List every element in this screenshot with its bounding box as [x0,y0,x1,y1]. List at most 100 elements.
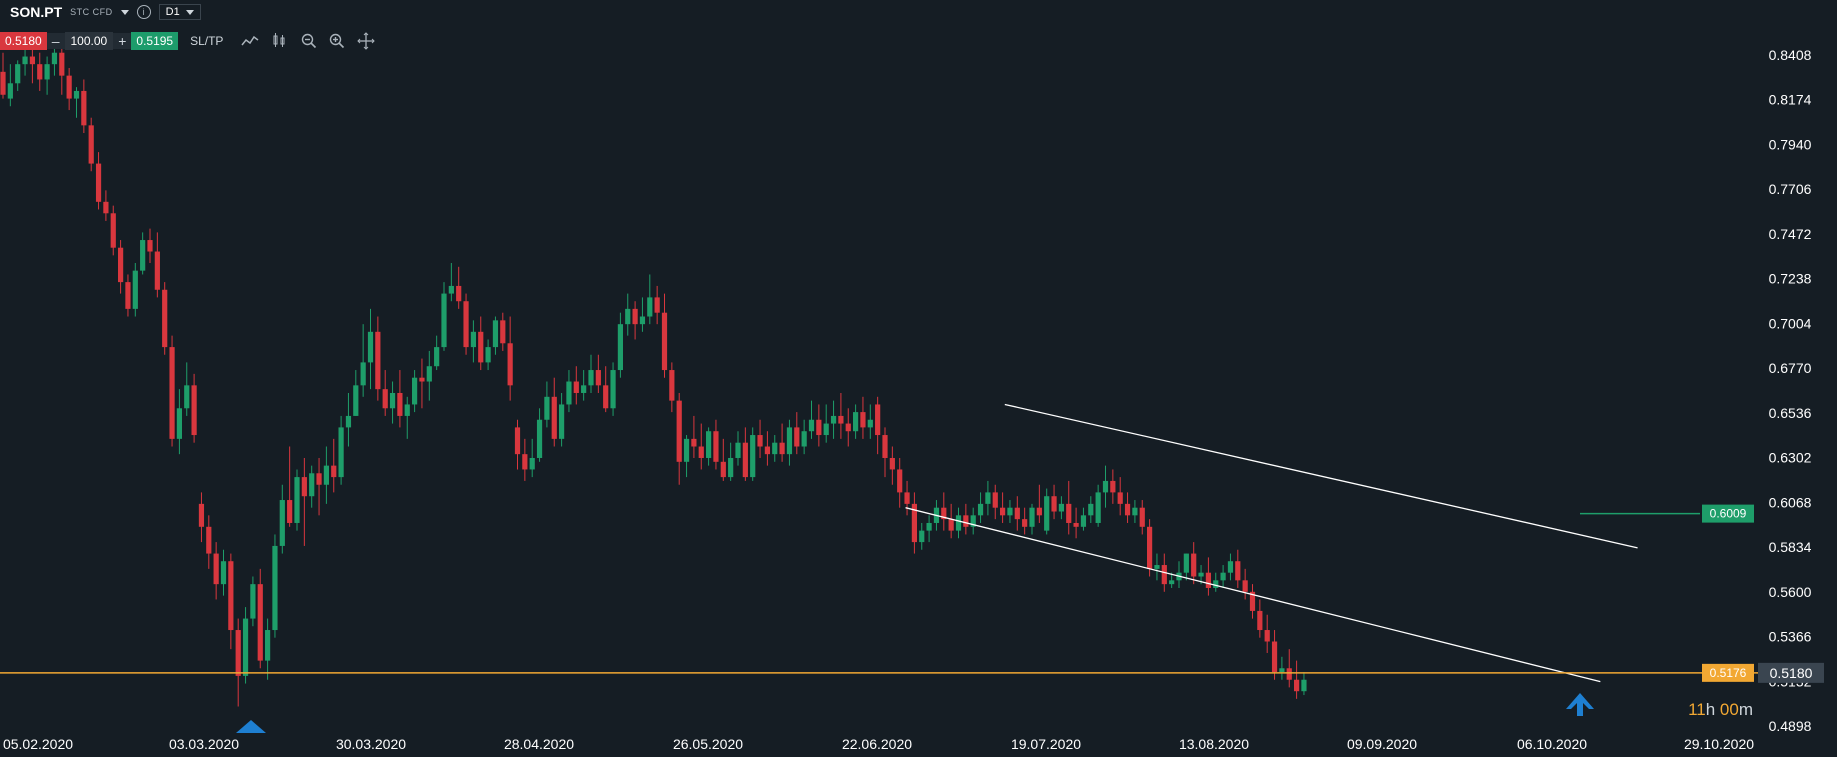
candle-body [360,362,366,386]
candle-body [88,125,94,164]
candle-body [397,392,403,416]
candle [1029,503,1035,535]
candle-type-icon[interactable] [271,33,289,49]
candle-body [1124,503,1131,516]
candle-body [816,419,822,436]
chevron-down-icon[interactable] [120,9,129,15]
candle-body [95,163,102,202]
candle [551,377,557,447]
candle-body [551,396,557,439]
candle [522,438,528,481]
candle [742,427,748,481]
buy-button[interactable]: 0.5195 [131,32,179,50]
x-tick-label: 29.10.2020 [1684,736,1754,752]
symbol-label[interactable]: SON.PT [10,4,63,20]
candle [654,285,660,325]
candle-body [169,347,175,439]
candle-body [1102,480,1109,493]
bar-countdown: 11h 00m [1688,700,1753,719]
candle [845,408,851,447]
candle [625,293,631,336]
sltp-button[interactable]: SL/TP [190,34,224,48]
candle [816,404,822,447]
candle-body [1007,507,1013,516]
candle [220,549,227,596]
candle-body [1183,553,1189,573]
candle-body [426,366,432,382]
decrease-quantity-button[interactable]: – [46,33,65,49]
candle-body [279,500,285,546]
candle-body [1198,572,1204,577]
timeframe-select[interactable]: D1 [158,4,201,20]
candle-body [323,465,329,485]
candle-body [434,347,440,367]
candle [603,366,609,413]
candle-body [470,331,476,348]
candle-body [617,324,623,371]
candle-body [801,431,807,447]
candle [169,335,175,447]
candle [176,389,182,455]
candle [838,392,844,439]
arrow-stem [1577,700,1583,716]
y-tick-label: 0.5366 [1769,629,1812,645]
zoom-in-icon[interactable] [329,33,345,49]
candle [1088,496,1094,523]
candle [0,52,6,99]
zoom-out-icon[interactable] [301,33,317,49]
candle-body [735,442,741,458]
candle-body [228,561,234,631]
candle [1036,484,1042,523]
candle [456,266,462,309]
countdown-part: m [1739,700,1753,719]
candle [22,46,28,76]
y-tick-label: 0.7940 [1769,136,1812,152]
candle [617,312,623,378]
candle-body [367,331,374,363]
sell-button[interactable]: 0.5180 [0,32,47,50]
increase-quantity-button[interactable]: + [113,33,132,49]
candles [0,37,1307,707]
candle [228,553,234,650]
candle [1051,484,1057,520]
current-price-label: 0.5180 [1758,662,1824,683]
candle-body [1154,565,1160,569]
candle-body [1080,515,1087,527]
candle [728,442,734,481]
candle-body [118,247,124,283]
candle [1301,672,1307,696]
candle-body [911,503,917,543]
candle [1073,507,1079,539]
candle-body [853,412,859,432]
candle [265,618,271,680]
buy-signal-arrow-icon [1566,693,1594,716]
candle [419,358,425,409]
candle-body [235,630,241,676]
candle [536,408,543,462]
candle [757,419,763,458]
candle [448,262,454,302]
pan-icon[interactable] [357,32,376,50]
candle-body [691,438,697,447]
candle [926,515,932,543]
info-icon[interactable]: i [136,5,151,19]
candle [323,446,329,504]
line-chart-icon[interactable] [241,34,259,48]
candle-body [1205,572,1211,588]
candle [1257,599,1263,638]
candle [1286,649,1292,688]
support-label-bg [1702,663,1754,682]
candle [338,415,344,485]
candle [140,232,146,275]
candle [279,484,285,554]
candle [1227,553,1234,581]
candle [830,400,837,439]
candle [595,354,601,393]
candle [360,324,366,397]
quantity-input[interactable]: 100.00 [64,32,114,50]
candle-body [830,415,837,424]
candle-body [265,630,271,661]
candle-body [698,446,704,458]
candle [242,607,249,684]
